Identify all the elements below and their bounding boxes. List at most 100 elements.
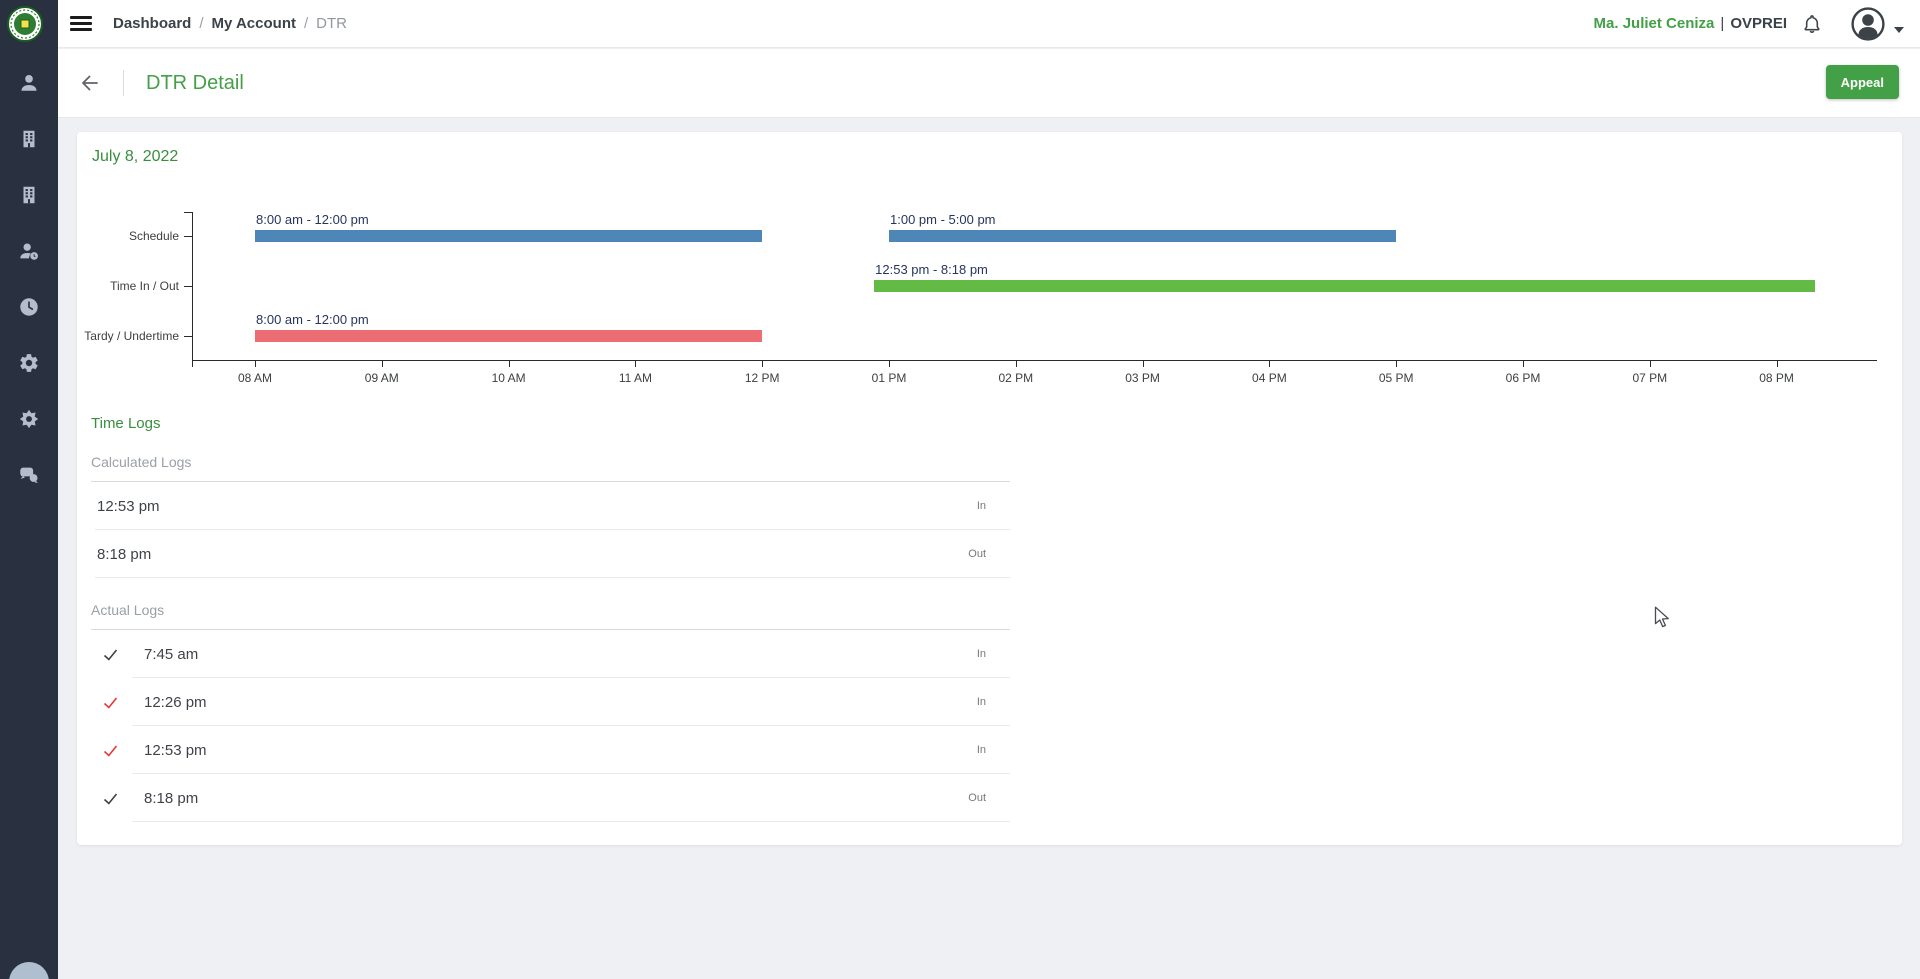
chart-bar-label: 8:00 am - 12:00 pm	[256, 212, 369, 227]
user-unit: OVPREI	[1730, 15, 1787, 32]
account-caret-icon[interactable]	[1894, 26, 1904, 33]
sidebar-item-clock[interactable]	[0, 287, 58, 327]
chart-x-tick	[1142, 360, 1144, 367]
divider	[132, 677, 1010, 678]
chart-x-tick-label: 01 PM	[871, 371, 907, 385]
log-direction: In	[976, 744, 986, 756]
chart-x-tick	[508, 360, 510, 367]
actual-logs-label: Actual Logs	[91, 602, 165, 618]
chart-date-title: July 8, 2022	[92, 148, 179, 165]
cog-icon	[19, 409, 39, 429]
notifications-bell-icon[interactable]	[1801, 13, 1823, 35]
breadcrumb-item-dashboard[interactable]: Dashboard	[113, 15, 192, 32]
chart-x-tick-label: 11 AM	[618, 371, 652, 385]
chart-bar-label: 12:53 pm - 8:18 pm	[875, 262, 988, 277]
chart-bar-label: 1:00 pm - 5:00 pm	[890, 212, 996, 227]
sidebar-item-building[interactable]	[0, 119, 58, 159]
clock-icon	[20, 298, 38, 316]
chart-bar[interactable]	[889, 230, 1397, 242]
user-icon	[21, 75, 37, 91]
chart-x-tick	[1776, 360, 1778, 367]
topbar-user-area: Ma. Juliet Ceniza | OVPREI	[1594, 6, 1920, 41]
sidebar-bottom-button[interactable]	[9, 962, 49, 979]
log-direction: In	[976, 648, 986, 660]
chart-x-tick-label: 02 PM	[998, 371, 1034, 385]
topbar: Dashboard / My Account / DTR Ma. Juliet Ceni…	[58, 0, 1920, 48]
log-row-calculated: 8:18 pm Out	[91, 530, 1010, 578]
chart-row-tick	[184, 286, 192, 287]
chart-x-tick-label: 08 PM	[1759, 371, 1794, 385]
sidebar-item-building-2[interactable]	[0, 175, 58, 215]
user-avatar[interactable]	[1851, 6, 1885, 41]
log-direction: In	[976, 500, 986, 512]
chart-x-tick-label: 07 PM	[1632, 371, 1668, 385]
log-row-actual: 8:18 pm Out	[91, 774, 1010, 822]
log-row-calculated: 12:53 pm In	[91, 482, 1010, 530]
divider	[95, 529, 1010, 530]
chart-y-axis-end-tick	[184, 212, 192, 213]
sidebar-item-gear[interactable]	[0, 343, 58, 383]
chart-x-tick	[1523, 360, 1524, 367]
chart-x-tick	[1396, 360, 1398, 367]
time-logs-title: Time Logs	[91, 415, 161, 432]
chart-bar[interactable]	[255, 230, 763, 242]
breadcrumb-separator: /	[303, 15, 309, 32]
divider	[132, 773, 1010, 774]
appeal-button[interactable]: Appeal	[1825, 65, 1899, 99]
log-time: 12:53 pm	[97, 497, 160, 515]
check-icon	[102, 695, 122, 710]
page-title: DTR Detail	[146, 71, 244, 94]
sidebar-item-user-badge[interactable]	[0, 231, 58, 271]
actual-logs-list: 7:45 am In 12:26 pm In 12:53 pm In 8:18 pm Out	[91, 630, 1010, 822]
chart-x-tick-label: 10 AM	[491, 371, 526, 385]
divider	[91, 629, 1010, 630]
divider	[132, 821, 1010, 822]
log-time: 7:45 am	[144, 645, 199, 663]
chart-bar[interactable]	[255, 330, 763, 342]
log-row-actual: 12:26 pm In	[91, 678, 1010, 726]
chart-x-axis	[192, 360, 1877, 361]
chart-row-label: Schedule	[128, 229, 179, 243]
divider	[95, 577, 1010, 578]
chart-x-tick-label: 12 PM	[744, 371, 780, 385]
breadcrumb-item-my-account[interactable]: My Account	[211, 15, 296, 32]
page-header: DTR Detail Appeal	[58, 49, 1920, 118]
chart-x-tick-label: 09 AM	[364, 371, 399, 385]
log-direction: Out	[968, 548, 986, 560]
chart-x-tick	[889, 360, 890, 367]
app-logo[interactable]	[0, 0, 58, 48]
title-divider	[123, 70, 124, 96]
chart-bar-label: 8:00 am - 12:00 pm	[256, 312, 369, 327]
log-direction: In	[976, 696, 986, 708]
sidebar-item-cog[interactable]	[0, 399, 58, 439]
sidebar-item-user[interactable]	[0, 63, 58, 103]
chat-icon	[20, 467, 38, 483]
actual-logs-section: Actual Logs 7:45 am In 12:26 pm In 12:53 pm I…	[91, 602, 1010, 822]
log-time: 8:18 pm	[144, 789, 199, 807]
sidebar-item-chat[interactable]	[0, 455, 58, 495]
breadcrumb: Dashboard / My Account / DTR	[113, 15, 347, 32]
log-time: 8:18 pm	[97, 545, 152, 563]
chart-x-tick	[1015, 360, 1017, 367]
breadcrumb-separator: /	[199, 15, 204, 32]
sidebar-menu	[0, 63, 58, 511]
back-arrow-button[interactable]	[78, 71, 102, 95]
log-time: 12:53 pm	[144, 741, 207, 759]
sidebar	[0, 0, 58, 979]
chart-x-tick-label: 04 PM	[1252, 371, 1287, 385]
chart-x-tick	[1649, 360, 1651, 367]
log-row-actual: 12:53 pm In	[91, 726, 1010, 774]
dtr-timeline-chart: Schedule 8:00 am - 12:00 pm 1:00 pm - 5:00…	[77, 132, 1902, 392]
building-icon	[23, 130, 35, 148]
chart-row-label: Tardy / Undertime	[84, 329, 179, 343]
chart-x-tick-label: 06 PM	[1505, 371, 1541, 385]
breadcrumb-item-dtr: DTR	[316, 15, 347, 32]
chart-bar[interactable]	[874, 280, 1815, 292]
chart-x-tick	[762, 360, 764, 367]
hamburger-menu-icon[interactable]	[70, 16, 92, 31]
chart-x-tick-label: 05 PM	[1378, 371, 1414, 385]
dtr-detail-card: July 8, 2022 Schedule 8:00 am - 12:00 pm 1…	[77, 132, 1902, 845]
chart-row-tick	[184, 336, 192, 337]
divider	[132, 725, 1010, 726]
chart-y-axis	[192, 212, 193, 367]
